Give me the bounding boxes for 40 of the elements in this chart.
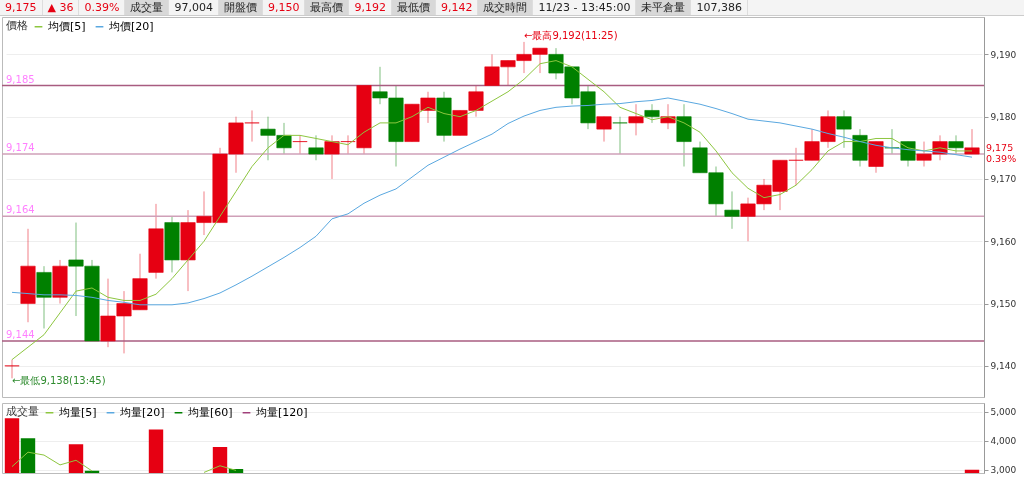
text: 11/23 - 13:45:00 [533, 0, 637, 15]
ref-line-label: 9,185 [6, 73, 35, 85]
y-tick-label: 9,160 [990, 236, 1017, 247]
text: 9,175 [986, 141, 1014, 153]
y-tick-label: 5,000 [990, 407, 1017, 418]
text: 開盤價 [218, 0, 263, 15]
y-tick-label: 9,140 [990, 361, 1017, 372]
text: 0.39% [79, 0, 126, 15]
legend-label: 均價[20] [108, 19, 154, 33]
ref-line-label: 9,174 [6, 142, 35, 154]
text: 最低價 [391, 0, 436, 15]
text: 9,175 [5, 1, 37, 14]
y-tick-label: 3,000 [990, 465, 1017, 476]
y-tick-label: 9,150 [990, 299, 1017, 310]
ref-line-label: 9,144 [6, 328, 35, 340]
text: 0.39% [986, 152, 1017, 164]
text: ▲ 36 [42, 0, 80, 15]
text: 未平倉量 [636, 0, 692, 15]
y-tick-label: 9,180 [990, 112, 1017, 123]
legend-label: 均量[5] [58, 405, 97, 419]
text: 107,386 [691, 0, 748, 15]
annotation: ←最低9,138(13:45) [12, 375, 106, 387]
text: 97,004 [169, 0, 219, 15]
text: 最高價 [305, 0, 350, 15]
ref-line-label: 9,164 [6, 204, 35, 216]
text: 9,142 [435, 0, 479, 15]
legend-label: 均量[20] [119, 405, 165, 419]
legend-title: 成交量 [6, 405, 39, 418]
text: 9,192 [349, 0, 392, 15]
legend-label: 均量[60] [187, 405, 233, 419]
legend-label: 均量[120] [255, 405, 308, 419]
text: 成交時間 [478, 0, 534, 15]
legend-title: 價格 [6, 19, 28, 32]
text: 9,150 [262, 0, 306, 15]
y-tick-label: 4,000 [990, 436, 1017, 447]
y-tick-label: 9,170 [990, 174, 1017, 185]
text: 成交量 [125, 0, 170, 15]
y-tick-label: 9,190 [990, 49, 1017, 60]
legend-label: 均價[5] [47, 19, 86, 33]
annotation: ←最高9,192(11:25) [524, 29, 618, 41]
